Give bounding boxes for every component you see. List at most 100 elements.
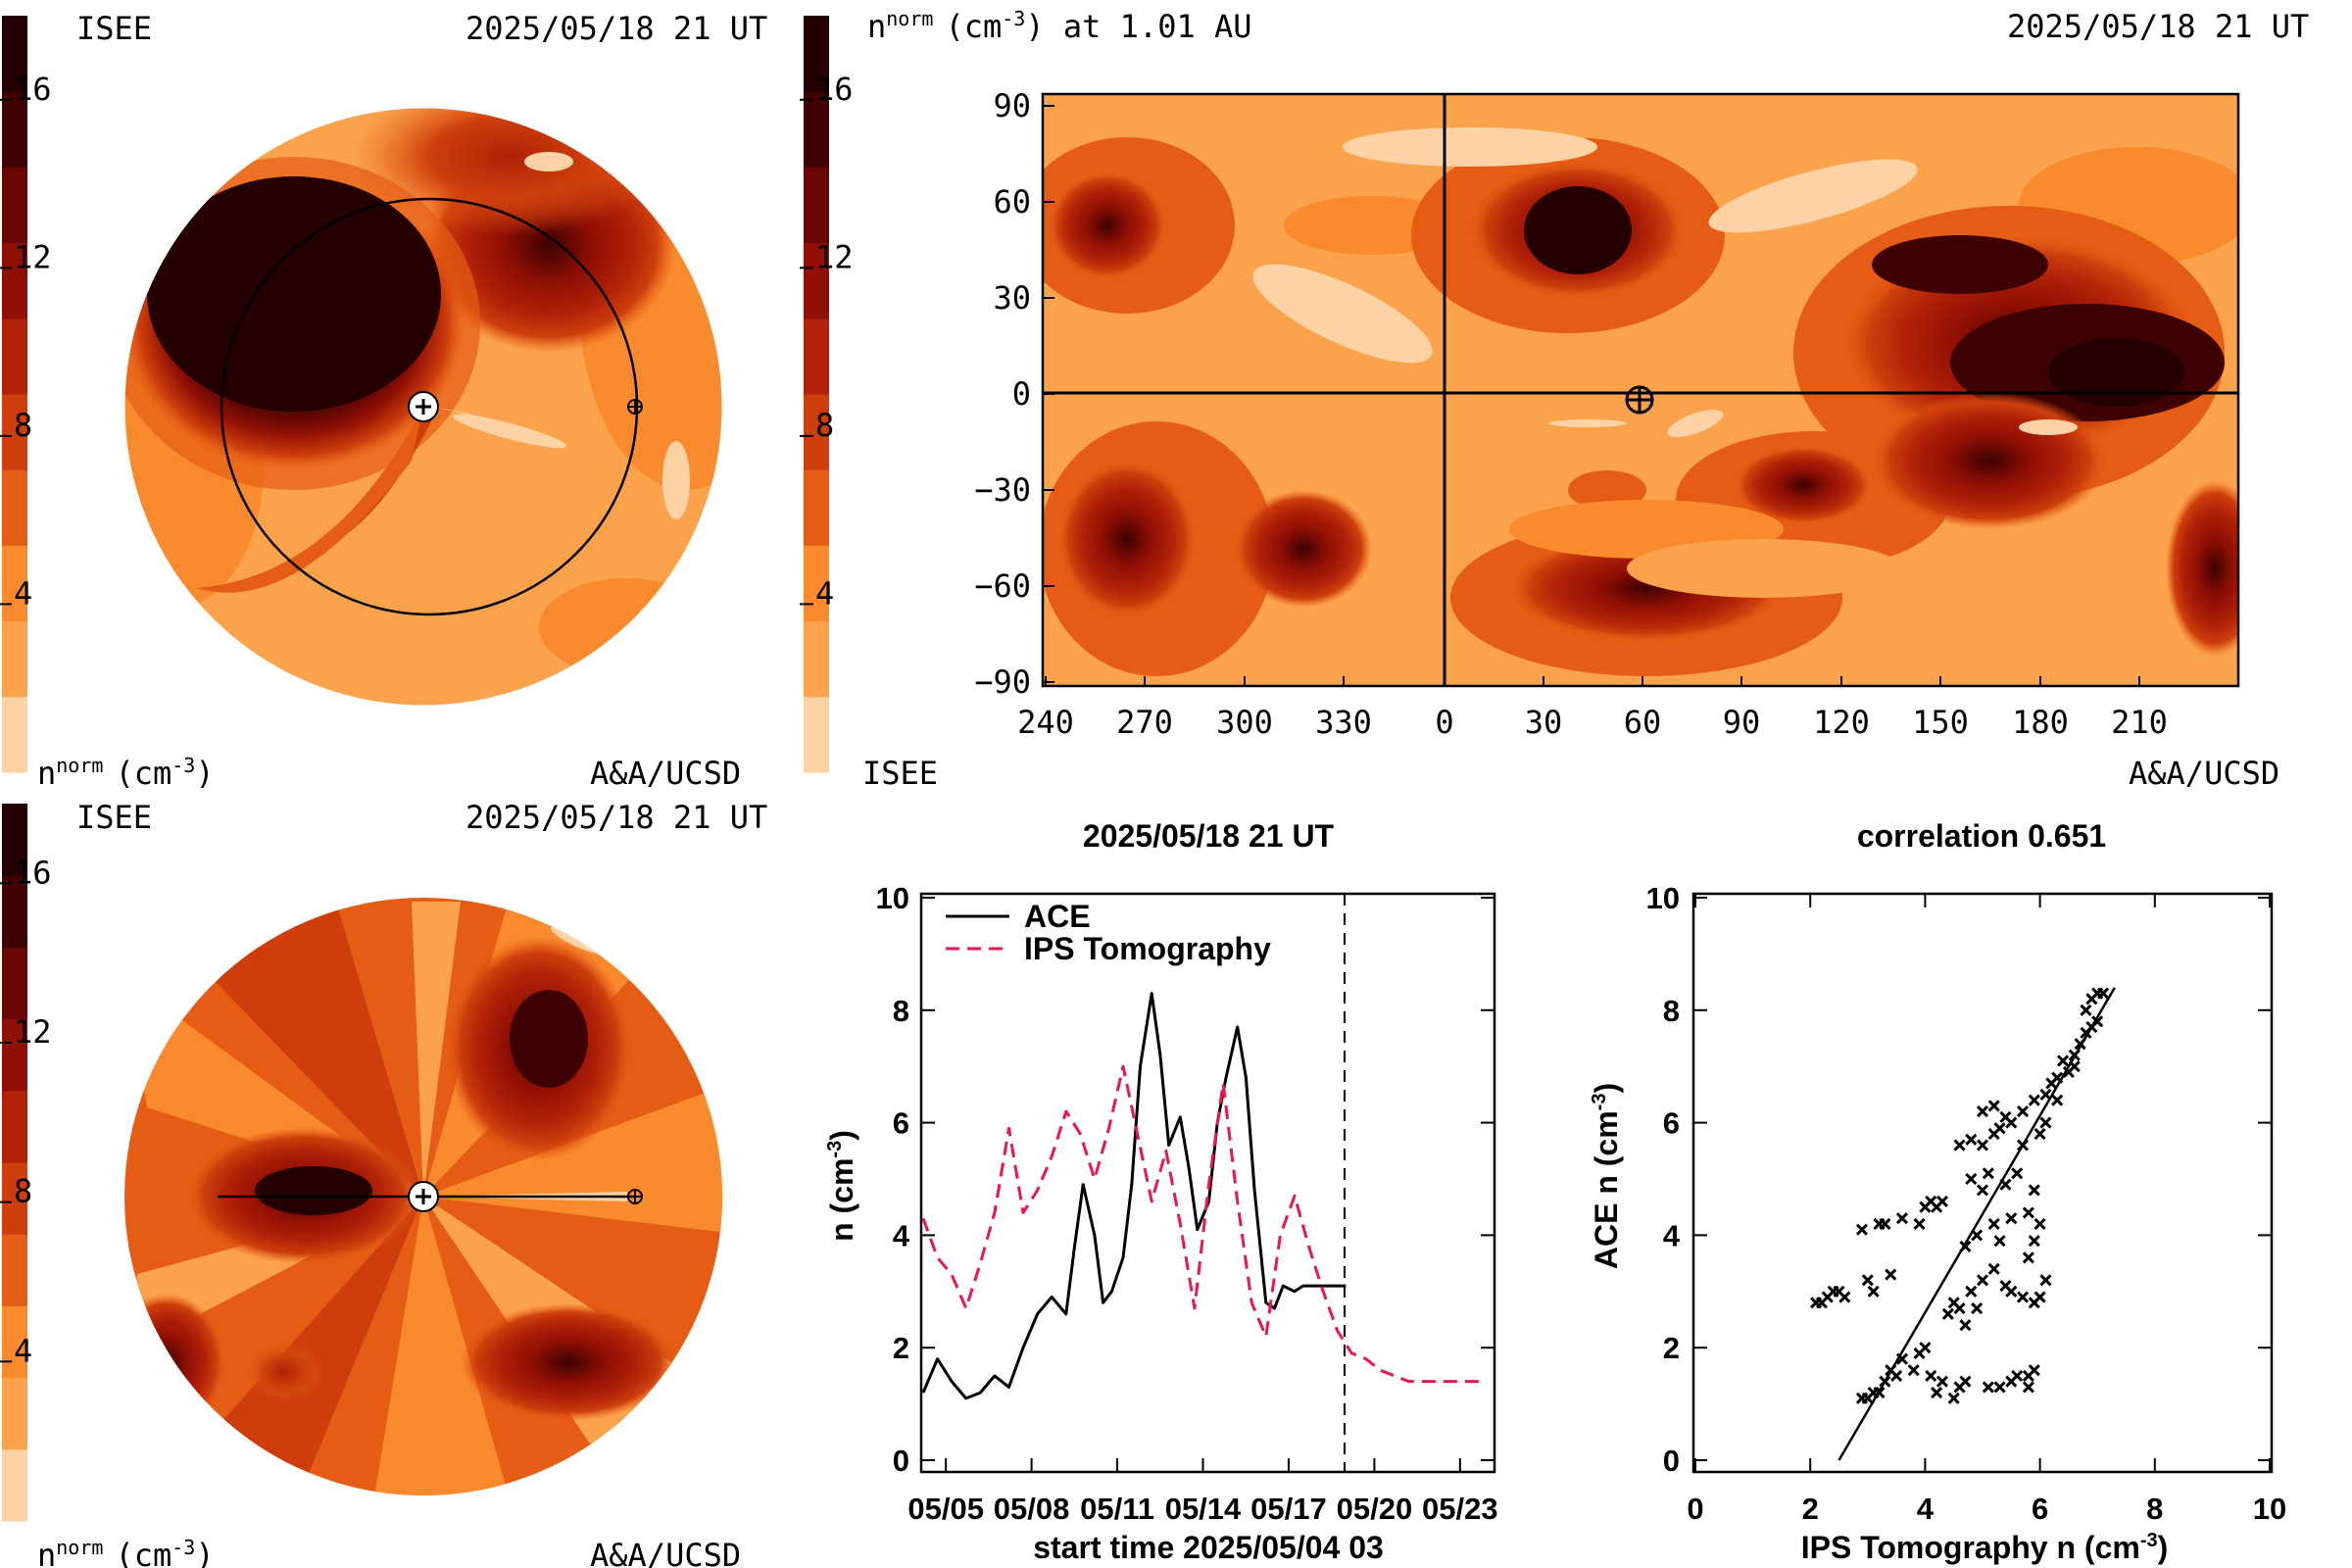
svg-text:nnorm(cm-3): nnorm (cm-3) bbox=[37, 1536, 215, 1568]
colorbar-band bbox=[804, 545, 829, 622]
svg-text:ACE n (cm-3): ACE n (cm-3) bbox=[1589, 1083, 1624, 1269]
scatter-point bbox=[1993, 1235, 2006, 1248]
scatter-point bbox=[1861, 1274, 1874, 1287]
scatter-point bbox=[2039, 1274, 2052, 1287]
scatter-point bbox=[1925, 1369, 1937, 1382]
map-x-tick-label: 270 bbox=[1116, 704, 1173, 741]
map-x-tick-label: 210 bbox=[2111, 704, 2168, 741]
scatter-point bbox=[1890, 1369, 1903, 1382]
colorbar-tick-label: 16 bbox=[14, 71, 52, 108]
scatter-point bbox=[1987, 1217, 2000, 1230]
scatter-point bbox=[1936, 1375, 1949, 1388]
time-series-xlabel: start time 2025/05/04 03 bbox=[1033, 1530, 1384, 1565]
scatter-point bbox=[2034, 1128, 2046, 1141]
map-x-tick-label: 90 bbox=[1723, 704, 1761, 741]
colorbar-band bbox=[804, 16, 829, 92]
ts-x-tick-label: 05/05 bbox=[907, 1492, 984, 1526]
sc-y-tick-label: 4 bbox=[1663, 1218, 1681, 1252]
scatter-point bbox=[1947, 1392, 1960, 1404]
colorbar-band bbox=[804, 242, 829, 319]
scatter-chart: correlation 0.651 0 2 4 6 8 10 0 2 4 6 8 10 IPS Tom… bbox=[1589, 818, 2286, 1565]
scatter-point bbox=[1987, 1262, 2000, 1275]
colorbar-top-left: 16 12 8 4 bbox=[0, 16, 52, 773]
scatter-point bbox=[2028, 1094, 2040, 1106]
svg-text:nnorm(cm-3) at 1.01 AU: nnorm (cm-3) at 1.01 AU bbox=[867, 7, 1252, 45]
colorbar-band bbox=[2, 1448, 27, 1522]
colorbar-tick-label: 12 bbox=[14, 1013, 52, 1051]
unit-label-top-left: nnorm (cm-3) bbox=[37, 754, 215, 792]
scatter-point bbox=[1993, 1381, 2006, 1394]
colorbar-band bbox=[2, 16, 27, 92]
scatter-xlabel: IPS Tomography n (cm-3) bbox=[1801, 1530, 2169, 1565]
time-series-chart: 2025/05/18 21 UT 0 2 4 6 8 10 05/05 05/08 05/11 0… bbox=[824, 818, 1498, 1565]
svg-text:n (cm-3): n (cm-3) bbox=[824, 1130, 859, 1242]
scatter-point bbox=[1965, 1133, 1978, 1146]
map-x-tick-label: 330 bbox=[1315, 704, 1372, 741]
earth-marker bbox=[627, 1189, 643, 1204]
colorbar-tick-label: 4 bbox=[14, 1332, 32, 1369]
map-x-tick-label: 120 bbox=[1813, 704, 1870, 741]
time-series-legend: ACE IPS Tomography bbox=[946, 899, 1271, 966]
sc-x-tick-label: 0 bbox=[1687, 1492, 1703, 1526]
scatter-point bbox=[2034, 1291, 2046, 1303]
scatter-point bbox=[1867, 1285, 1880, 1298]
ts-y-tick-label: 0 bbox=[893, 1444, 909, 1478]
scatter-point bbox=[2011, 1369, 2024, 1382]
map-x-tick-label: 300 bbox=[1216, 704, 1273, 741]
ts-y-tick-label: 10 bbox=[876, 881, 909, 915]
colorbar-band bbox=[2, 1234, 27, 1306]
scatter-point bbox=[1959, 1319, 1972, 1332]
map-y-tick-label: 90 bbox=[993, 87, 1031, 124]
scatter-point bbox=[2028, 1364, 2040, 1377]
scatter-point bbox=[2022, 1381, 2034, 1394]
ts-y-tick-label: 6 bbox=[893, 1106, 909, 1141]
earth-marker bbox=[1625, 385, 1654, 415]
synoptic-map: 240 270 300 330 0 30 60 90 120 150 180 2109060300−3… bbox=[974, 87, 2240, 741]
map-x-tick-label: 180 bbox=[2012, 704, 2069, 741]
colorbar-band bbox=[804, 394, 829, 470]
colorbar-band bbox=[2, 318, 27, 395]
ecliptic-view-top bbox=[123, 107, 723, 707]
scatter-point bbox=[1965, 1172, 1978, 1186]
map-x-tick-label: 0 bbox=[1435, 704, 1453, 741]
credit-map: A&A/UCSD bbox=[2129, 755, 2279, 792]
colorbar-tick-label: 16 bbox=[14, 854, 52, 891]
colorbar-band bbox=[2, 696, 27, 773]
scatter-point bbox=[1936, 1195, 1949, 1208]
scatter-title: correlation 0.651 bbox=[1857, 818, 2106, 854]
timestamp-top-left: 2025/05/18 21 UT bbox=[466, 10, 767, 47]
colorbar-band bbox=[2, 947, 27, 1020]
colorbar-band bbox=[2, 1305, 27, 1379]
map-title: nnorm (cm-3) at 1.01 AU bbox=[867, 7, 1252, 45]
sc-x-tick-label: 2 bbox=[1802, 1492, 1819, 1526]
colorbar-tick-label: 12 bbox=[14, 238, 52, 275]
scatter-point bbox=[2022, 1251, 2034, 1264]
ts-y-tick-label: 2 bbox=[893, 1331, 909, 1365]
scatter-point bbox=[2016, 1105, 2030, 1118]
colorbar-band bbox=[2, 545, 27, 622]
ts-x-tick-label: 05/17 bbox=[1250, 1492, 1327, 1526]
scatter-point bbox=[2028, 1184, 2040, 1197]
colorbar-band bbox=[2, 242, 27, 319]
series-ace-line bbox=[921, 992, 1347, 1400]
scatter-point bbox=[1965, 1285, 1978, 1298]
colorbar-band bbox=[2, 1162, 27, 1235]
map-y-tick-label: 30 bbox=[993, 279, 1031, 317]
scatter-point bbox=[1971, 1301, 1984, 1315]
colorbar-tick-label: 8 bbox=[14, 1173, 32, 1210]
scatter-point bbox=[2011, 1167, 2024, 1180]
time-series-title: 2025/05/18 21 UT bbox=[1083, 818, 1335, 854]
scatter-point bbox=[1895, 1212, 1909, 1225]
map-y-tick-label: −30 bbox=[974, 471, 1031, 509]
colorbar-band bbox=[804, 696, 829, 773]
map-y-tick-label: 0 bbox=[1012, 375, 1031, 413]
sc-y-tick-label: 6 bbox=[1663, 1106, 1680, 1141]
map-y-tick-label: −90 bbox=[974, 663, 1031, 701]
map-x-tick-label: 240 bbox=[1017, 704, 1074, 741]
sc-y-tick-label: 0 bbox=[1663, 1444, 1680, 1478]
scatter-point bbox=[1982, 1381, 1994, 1394]
ts-y-tick-label: 4 bbox=[893, 1218, 910, 1252]
credit-bottom-left: A&A/UCSD bbox=[590, 1537, 741, 1568]
colorbar-tick-label: 12 bbox=[815, 238, 854, 275]
colorbar-top-middle: 16 12 8 4 bbox=[800, 16, 854, 773]
